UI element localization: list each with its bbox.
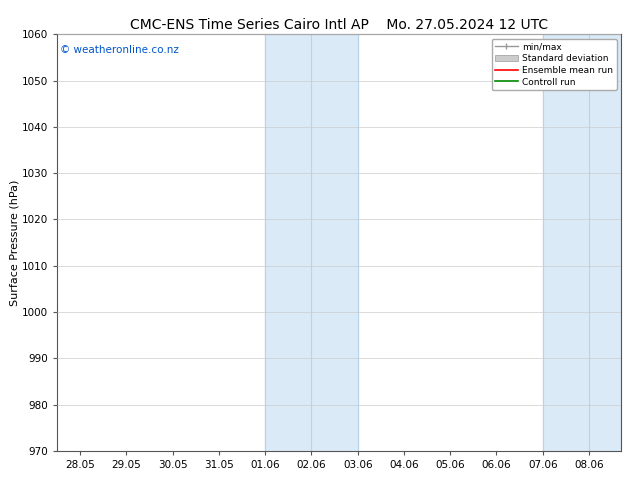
Bar [311,34,358,451]
Legend: min/max, Standard deviation, Ensemble mean run, Controll run: min/max, Standard deviation, Ensemble me… [491,39,617,90]
Text: © weatheronline.co.nz: © weatheronline.co.nz [60,45,179,55]
Bar [265,34,311,451]
Y-axis label: Surface Pressure (hPa): Surface Pressure (hPa) [9,179,19,306]
Title: CMC-ENS Time Series Cairo Intl AP    Mo. 27.05.2024 12 UTC: CMC-ENS Time Series Cairo Intl AP Mo. 27… [130,18,548,32]
Bar [589,34,621,451]
Bar [543,34,589,451]
